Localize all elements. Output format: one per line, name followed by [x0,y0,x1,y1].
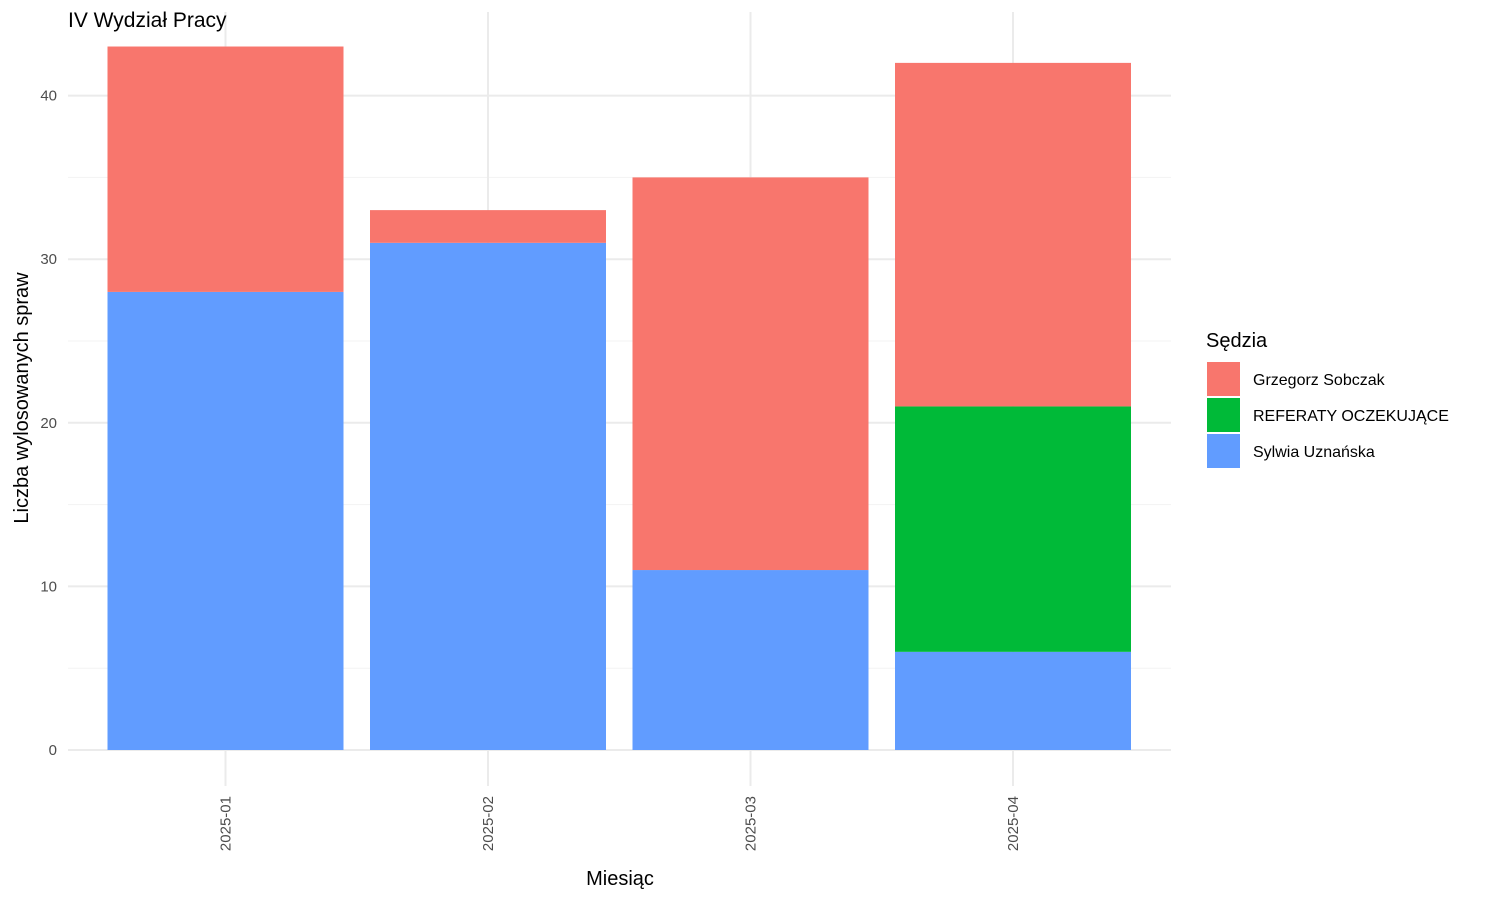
legend-label: Grzegorz Sobczak [1253,372,1386,389]
bar-segment [632,570,869,750]
y-tick-label: 0 [49,742,57,759]
legend-label: REFERATY OCZEKUJĄCE [1253,408,1449,425]
y-tick-label: 20 [40,415,57,432]
y-axis-title: Liczba wylosowanych spraw [11,272,33,524]
x-tick-label: 2025-02 [480,796,497,851]
legend-title: Sędzia [1206,330,1268,352]
bars [107,46,1131,750]
bar-segment [107,291,344,750]
legend-items: Grzegorz Sobczak REFERATY OCZEKUJĄCE Sylwi… [1207,362,1449,468]
y-tick-label: 10 [40,578,57,595]
chart-title: IV Wydział Pracy [68,9,227,32]
bar-segment [370,242,606,750]
legend: Sędzia Grzegorz Sobczak REFERATY OCZEKUJĄ… [1206,330,1449,468]
y-axis-tick-labels: 0 10 20 30 40 [40,88,57,759]
legend-key [1207,398,1240,432]
bar-segment [895,406,1131,652]
y-tick-label: 40 [40,88,57,105]
x-tick-label: 2025-03 [743,796,760,851]
bar-segment [895,651,1131,750]
bar-segment [895,62,1131,407]
x-axis-title: Miesiąc [586,868,654,890]
bar-segment [107,46,344,292]
x-tick-label: 2025-01 [218,796,235,851]
legend-key [1207,362,1240,396]
y-tick-label: 30 [40,251,57,268]
x-axis-tick-labels: 2025-01 2025-02 2025-03 2025-04 [218,796,1023,851]
bar-segment [370,210,606,243]
x-tick-label: 2025-04 [1005,796,1022,851]
legend-key [1207,434,1240,468]
bar-segment [632,177,869,571]
legend-label: Sylwia Uznańska [1253,444,1375,461]
